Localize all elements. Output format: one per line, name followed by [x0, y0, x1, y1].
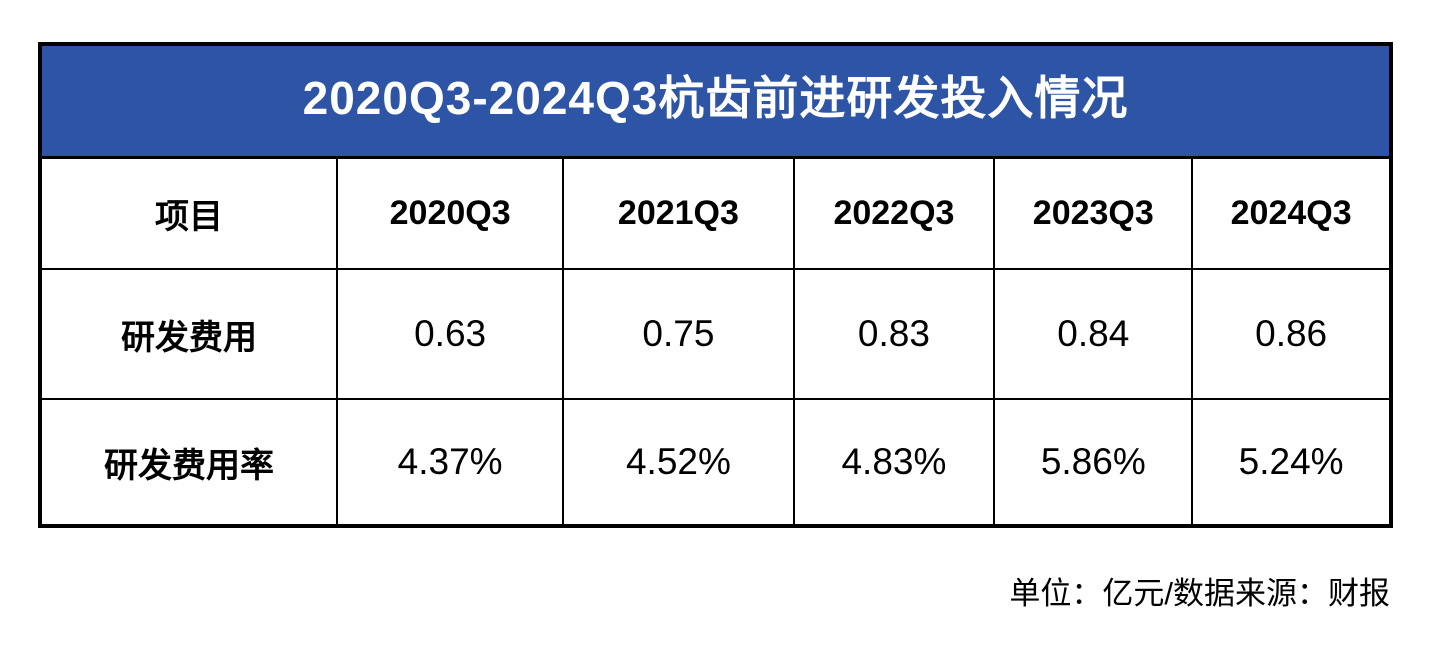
column-header-2022q3: 2022Q3 [792, 159, 996, 270]
table-header-row: 项目 2020Q3 2021Q3 2022Q3 2023Q3 2024Q3 [42, 159, 1389, 270]
cell-rd-expense-2024q3: 0.86 [1191, 268, 1389, 400]
cell-rd-expense-2020q3: 0.63 [335, 268, 565, 400]
cell-rd-ratio-2020q3: 4.37% [335, 398, 565, 524]
cell-rd-ratio-2022q3: 4.83% [792, 398, 996, 524]
data-table: 项目 2020Q3 2021Q3 2022Q3 2023Q3 2024Q3 研发… [42, 159, 1389, 524]
column-header-2020q3: 2020Q3 [335, 159, 565, 270]
rd-investment-table: 2020Q3-2024Q3杭齿前进研发投入情况 项目 2020Q3 2021Q3… [38, 42, 1393, 528]
table-row-rd-expense: 研发费用 0.63 0.75 0.83 0.84 0.86 [42, 268, 1389, 400]
cell-rd-expense-2022q3: 0.83 [792, 268, 996, 400]
table-title-bar: 2020Q3-2024Q3杭齿前进研发投入情况 [42, 46, 1389, 159]
row-label-rd-expense: 研发费用 [42, 268, 338, 400]
column-header-item: 项目 [42, 159, 338, 270]
cell-rd-ratio-2021q3: 4.52% [562, 398, 795, 524]
cell-rd-expense-2021q3: 0.75 [562, 268, 795, 400]
cell-rd-expense-2023q3: 0.84 [993, 268, 1194, 400]
table-title: 2020Q3-2024Q3杭齿前进研发投入情况 [302, 72, 1129, 124]
row-label-rd-expense-ratio: 研发费用率 [42, 398, 338, 524]
unit-and-source-note: 单位：亿元/数据来源：财报 [1009, 576, 1390, 611]
column-header-2023q3: 2023Q3 [993, 159, 1194, 270]
column-header-2021q3: 2021Q3 [562, 159, 795, 270]
cell-rd-ratio-2024q3: 5.24% [1191, 398, 1389, 524]
cell-rd-ratio-2023q3: 5.86% [993, 398, 1194, 524]
column-header-2024q3: 2024Q3 [1191, 159, 1389, 270]
table-row-rd-expense-ratio: 研发费用率 4.37% 4.52% 4.83% 5.86% 5.24% [42, 398, 1389, 524]
